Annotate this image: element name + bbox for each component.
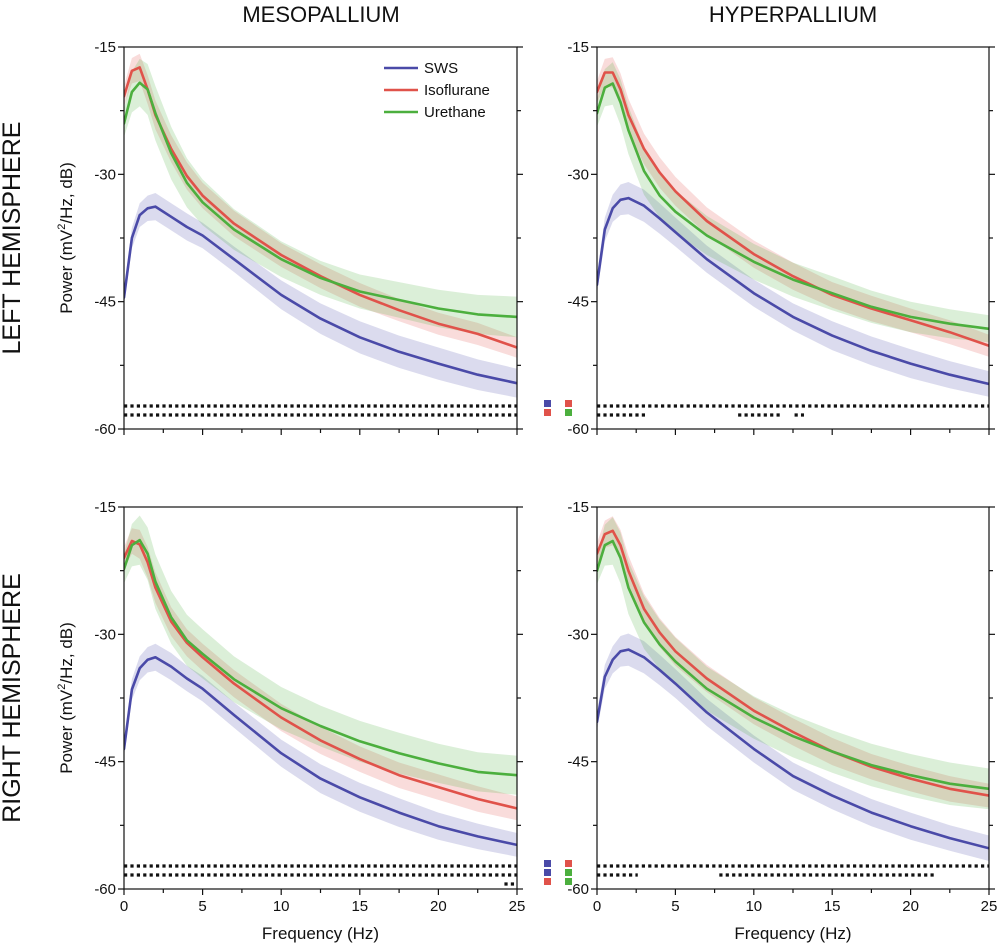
line-sws bbox=[597, 648, 989, 850]
band-isoflurane bbox=[124, 53, 517, 358]
legend-label-isoflurane: Isoflurane bbox=[424, 82, 490, 99]
plot-area bbox=[124, 515, 517, 857]
band-sws bbox=[124, 643, 517, 857]
y-tick-label: -45 bbox=[94, 754, 116, 771]
line-isoflurane bbox=[124, 539, 517, 810]
comparison-swatch-sws bbox=[544, 400, 551, 407]
legend-label-sws: SWS bbox=[424, 60, 458, 77]
line-urethane bbox=[124, 81, 517, 319]
x-tick-label: 0 bbox=[593, 898, 601, 915]
row-title-left-hemisphere: LEFT HEMISPHERE bbox=[0, 122, 26, 355]
x-tick-label: 20 bbox=[430, 898, 447, 915]
comparison-swatch-urethane bbox=[565, 409, 572, 416]
y-tick-label: -15 bbox=[567, 499, 589, 516]
comparison-swatch-isoflurane bbox=[544, 409, 551, 416]
legend: SWS Isoflurane Urethane bbox=[384, 60, 490, 121]
row-title-right-hemisphere: RIGHT HEMISPHERE bbox=[0, 573, 26, 823]
y-tick-label: -30 bbox=[94, 626, 116, 643]
column-title-mesopallium: MESOPALLIUM bbox=[242, 2, 399, 27]
panel-right-mesopallium: -60 -45 -30 -15 0 5 10 15 20 25 Frequency (Hz) Powe… bbox=[56, 499, 525, 943]
y-tick-label: -15 bbox=[567, 39, 589, 56]
y-axis-label-part: /Hz, dB) bbox=[57, 162, 76, 223]
y-tick-label: -30 bbox=[567, 626, 589, 643]
comparison-swatch-isoflurane bbox=[565, 860, 572, 867]
x-tick-label: 25 bbox=[509, 898, 526, 915]
y-tick-label: -45 bbox=[567, 294, 589, 311]
panel-left-hyperpallium: -60 -45 -30 -15 bbox=[567, 39, 995, 438]
y-axis-label-part: Power (mV bbox=[57, 689, 76, 774]
y-tick-label: -60 bbox=[567, 421, 589, 438]
x-tick-label: 10 bbox=[273, 898, 290, 915]
comparison-key bbox=[544, 400, 572, 416]
y-tick-label: -30 bbox=[567, 166, 589, 183]
y-tick-label: -60 bbox=[94, 881, 116, 898]
comparison-swatch-sws bbox=[544, 869, 551, 876]
x-tick-label: 10 bbox=[745, 898, 762, 915]
legend-label-urethane: Urethane bbox=[424, 104, 486, 121]
band-sws bbox=[124, 193, 517, 398]
line-isoflurane bbox=[124, 66, 517, 349]
comparison-swatch-isoflurane bbox=[565, 400, 572, 407]
y-tick-label: -60 bbox=[94, 421, 116, 438]
line-isoflurane bbox=[597, 71, 989, 348]
y-tick-label: -60 bbox=[567, 881, 589, 898]
y-axis-label: Power (mV2/Hz, dB) bbox=[56, 162, 76, 314]
x-tick-label: 20 bbox=[902, 898, 919, 915]
band-urethane bbox=[124, 58, 517, 338]
line-sws bbox=[124, 656, 517, 847]
x-tick-label: 15 bbox=[824, 898, 841, 915]
y-axis-label-part: Power (mV bbox=[57, 229, 76, 314]
band-isoflurane bbox=[124, 528, 517, 821]
panel-left-mesopallium: -60 -45 -30 -15 Power (mV2/Hz, dB) bbox=[56, 39, 523, 438]
comparison-swatch-urethane bbox=[565, 869, 572, 876]
x-tick-label: 5 bbox=[198, 898, 206, 915]
y-tick-label: -45 bbox=[567, 754, 589, 771]
y-axis-label-sup: 2 bbox=[56, 224, 68, 230]
line-urethane bbox=[597, 82, 989, 331]
line-urethane bbox=[597, 539, 989, 791]
band-isoflurane bbox=[597, 57, 989, 357]
y-tick-label: -30 bbox=[94, 166, 116, 183]
x-tick-label: 5 bbox=[671, 898, 679, 915]
line-urethane bbox=[124, 538, 517, 777]
x-tick-label: 0 bbox=[120, 898, 128, 915]
y-tick-label: -15 bbox=[94, 39, 116, 56]
plot-area bbox=[597, 57, 989, 397]
comparison-swatch-isoflurane bbox=[544, 878, 551, 885]
y-axis-label-sup: 2 bbox=[56, 684, 68, 690]
x-tick-label: 15 bbox=[351, 898, 368, 915]
panel-right-hyperpallium: -60 -45 -30 -15 0 5 10 15 20 25 Frequency (Hz) bbox=[567, 499, 997, 943]
band-sws bbox=[597, 633, 989, 861]
line-sws bbox=[124, 205, 517, 385]
line-sws bbox=[597, 196, 989, 386]
y-axis-label-part: /Hz, dB) bbox=[57, 622, 76, 683]
comparison-key bbox=[544, 860, 572, 885]
line-isoflurane bbox=[597, 529, 989, 797]
x-axis-label: Frequency (Hz) bbox=[262, 924, 379, 943]
y-axis-label: Power (mV2/Hz, dB) bbox=[56, 622, 76, 774]
plot-area bbox=[597, 516, 989, 861]
band-urethane bbox=[597, 62, 989, 343]
band-sws bbox=[597, 182, 989, 397]
plot-area bbox=[124, 53, 517, 398]
x-tick-label: 25 bbox=[981, 898, 998, 915]
comparison-swatch-urethane bbox=[565, 878, 572, 885]
y-tick-label: -45 bbox=[94, 294, 116, 311]
y-tick-label: -15 bbox=[94, 499, 116, 516]
comparison-swatch-sws bbox=[544, 860, 551, 867]
x-axis-label: Frequency (Hz) bbox=[734, 924, 851, 943]
column-title-hyperpallium: HYPERPALLIUM bbox=[709, 2, 877, 27]
